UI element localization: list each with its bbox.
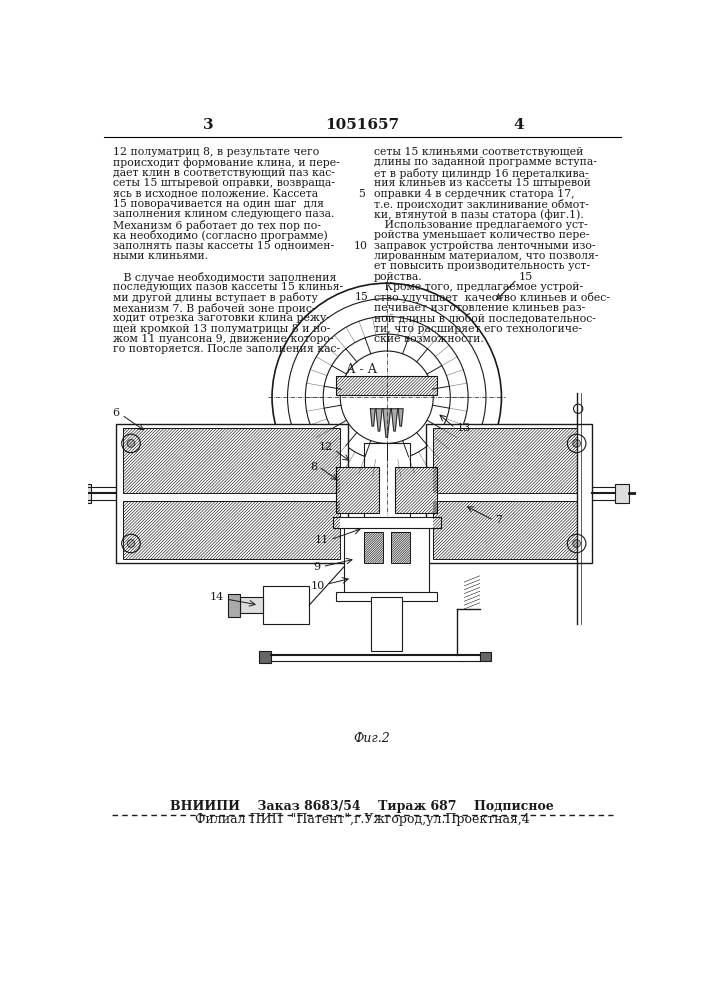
Bar (480, 652, 491, 661)
Text: ти, что расширяет его технологиче-: ти, что расширяет его технологиче- (373, 324, 582, 334)
Text: ройства.: ройства. (373, 272, 422, 282)
Text: заполнения клином следующего паза.: заполнения клином следующего паза. (113, 209, 334, 219)
Text: ными клиньями.: ными клиньями. (113, 251, 209, 261)
Text: ходит отрезка заготовки клина режу-: ходит отрезка заготовки клина режу- (113, 313, 330, 323)
Bar (77, 484, 90, 503)
Text: механизм 7. В рабочей зоне проис-: механизм 7. В рабочей зоне проис- (113, 303, 315, 314)
Circle shape (573, 540, 580, 547)
Text: щей кромкой 13 полуматрицы 8 и но-: щей кромкой 13 полуматрицы 8 и но- (113, 324, 331, 334)
Text: ВНИИПИ    Заказ 8683/54    Тираж 687    Подписное: ВНИИПИ Заказ 8683/54 Тираж 687 Подписное (170, 800, 554, 813)
Text: 9: 9 (314, 562, 321, 572)
Text: дает клин в соответствующий паз кас-: дает клин в соответствующий паз кас- (113, 168, 335, 178)
Text: 14: 14 (210, 592, 224, 602)
Text: сеты 15 штыревой оправки, возвраща-: сеты 15 штыревой оправки, возвраща- (113, 178, 335, 188)
Bar (123, 501, 340, 559)
Text: ройства уменьшает количество пере-: ройства уменьшает количество пере- (373, 230, 589, 240)
Polygon shape (392, 409, 397, 431)
Bar (395, 466, 437, 513)
Bar (433, 501, 577, 559)
Text: лированным материалом, что позволя-: лированным материалом, что позволя- (373, 251, 598, 261)
Text: 15: 15 (354, 292, 368, 302)
Text: ет повысить производительность уст-: ет повысить производительность уст- (373, 261, 590, 271)
Bar (263, 586, 309, 624)
Bar (228, 594, 240, 617)
Bar (391, 532, 410, 563)
Text: ной длины в любой последовательнос-: ной длины в любой последовательнос- (373, 313, 595, 324)
Bar (433, 428, 577, 493)
Text: жом 11 пуансона 9, движение которо-: жом 11 пуансона 9, движение которо- (113, 334, 334, 344)
Text: 15: 15 (518, 272, 533, 282)
Text: 8: 8 (310, 462, 317, 472)
Text: ет в работу цилиндр 16 переталкива-: ет в работу цилиндр 16 переталкива- (373, 168, 588, 179)
Text: ки, втянутой в пазы статора (фиг.1).: ки, втянутой в пазы статора (фиг.1). (373, 209, 583, 220)
Text: т.е. происходит заклинивание обмот-: т.е. происходит заклинивание обмот- (373, 199, 588, 210)
Circle shape (573, 440, 580, 447)
Circle shape (127, 440, 135, 447)
Bar (332, 517, 441, 528)
Text: 13: 13 (457, 423, 471, 433)
Text: ния клиньев из кассеты 15 штыревой: ния клиньев из кассеты 15 штыревой (373, 178, 590, 188)
Bar (337, 376, 437, 395)
Bar (426, 424, 592, 563)
Text: ясь в исходное положение. Кассета: ясь в исходное положение. Кассета (113, 189, 318, 199)
Text: 12: 12 (318, 442, 332, 452)
Text: печивает изготовление клиньев раз-: печивает изготовление клиньев раз- (373, 303, 585, 313)
Text: В случае необходимости заполнения: В случае необходимости заполнения (113, 272, 337, 283)
Bar (123, 428, 340, 493)
Text: 10: 10 (354, 241, 368, 251)
Polygon shape (398, 409, 403, 426)
Text: Фиг.2: Фиг.2 (353, 732, 390, 745)
Text: 4: 4 (513, 118, 524, 132)
Polygon shape (376, 409, 382, 431)
Text: А - А: А - А (346, 363, 378, 376)
Text: ские возможности.: ские возможности. (373, 334, 484, 344)
Text: 5: 5 (358, 189, 365, 199)
Text: Использование предлагаемого уст-: Использование предлагаемого уст- (373, 220, 588, 230)
Text: заправок устройства ленточными изо-: заправок устройства ленточными изо- (373, 241, 595, 251)
Text: 10: 10 (310, 581, 325, 591)
Bar (371, 597, 402, 651)
Bar (344, 520, 429, 597)
Text: 7: 7 (495, 515, 502, 525)
Text: сеты 15 клиньями соответствующей: сеты 15 клиньями соответствующей (373, 147, 583, 157)
Text: 15 поворачивается на один шаг  для: 15 поворачивается на один шаг для (113, 199, 325, 209)
Text: го повторяется. После заполнения кас-: го повторяется. После заполнения кас- (113, 344, 340, 354)
Text: заполнять пазы кассеты 15 одноимен-: заполнять пазы кассеты 15 одноимен- (113, 241, 334, 251)
Bar (363, 532, 383, 563)
Bar (615, 484, 629, 503)
Text: длины по заданной программе вступа-: длины по заданной программе вступа- (373, 157, 597, 167)
Text: Механизм 6 работает до тех пор по-: Механизм 6 работает до тех пор по- (113, 220, 321, 231)
Text: происходит формование клина, и пере-: происходит формование клина, и пере- (113, 157, 340, 168)
Bar (115, 424, 348, 563)
Bar (259, 651, 271, 663)
Bar (240, 597, 263, 613)
Polygon shape (370, 409, 375, 426)
Text: Кроме того, предлагаемое устрой-: Кроме того, предлагаемое устрой- (373, 282, 583, 292)
Text: ство улучшает  качество клиньев и обес-: ство улучшает качество клиньев и обес- (373, 292, 609, 303)
Polygon shape (383, 409, 391, 437)
Circle shape (127, 540, 135, 547)
Text: 6: 6 (112, 408, 119, 418)
Text: оправки 4 в сердечник статора 17,: оправки 4 в сердечник статора 17, (373, 189, 574, 199)
Text: ка необходимо (согласно программе): ка необходимо (согласно программе) (113, 230, 328, 241)
Text: последующих пазов кассеты 15 клинья-: последующих пазов кассеты 15 клинья- (113, 282, 344, 292)
Text: Филиал ПИП  "Патент",г.Ужгород,ул.Проектная,4: Филиал ПИП "Патент",г.Ужгород,ул.Проектн… (194, 813, 530, 826)
Text: ми другой длины вступает в работу: ми другой длины вступает в работу (113, 292, 318, 303)
Text: 12 полуматриц 8, в результате чего: 12 полуматриц 8, в результате чего (113, 147, 320, 157)
Bar (363, 443, 410, 520)
Bar (337, 466, 379, 513)
Bar (337, 592, 437, 601)
Text: 1051657: 1051657 (325, 118, 399, 132)
Text: 11: 11 (315, 535, 329, 545)
Text: 3: 3 (203, 118, 214, 132)
